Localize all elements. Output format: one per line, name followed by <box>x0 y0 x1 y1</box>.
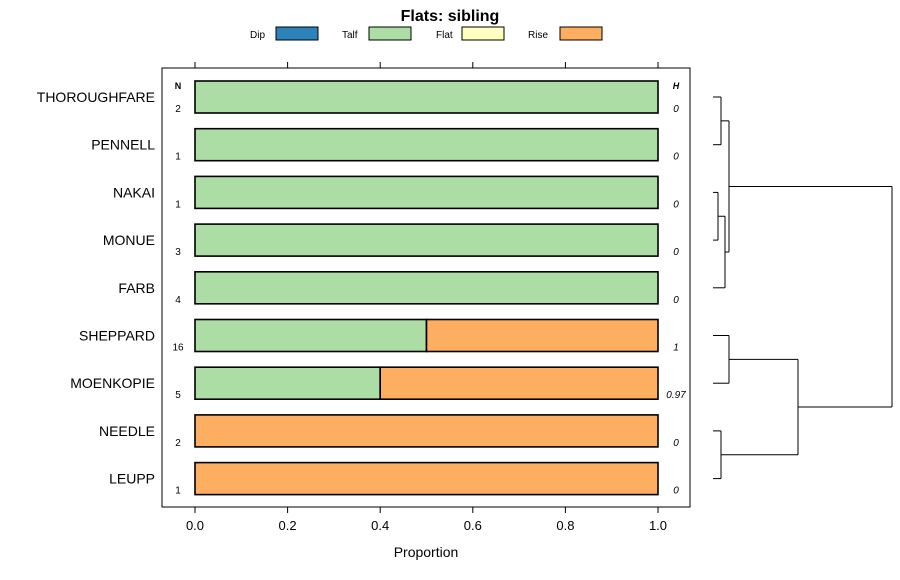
bar-segment-talf <box>194 318 428 353</box>
n-value: 1 <box>175 486 181 497</box>
bar-segment-talf <box>194 366 381 401</box>
n-value: 4 <box>175 295 181 306</box>
legend-label-dip: Dip <box>250 30 265 41</box>
legend-swatch-talf <box>368 26 412 41</box>
category-label: SHEPPARD <box>79 328 155 344</box>
h-value: 0 <box>673 486 679 497</box>
bar-segment-rise <box>379 366 659 401</box>
bar-segment-rise <box>194 461 659 496</box>
x-axis-label: Proportion <box>394 544 459 560</box>
legend-label-rise: Rise <box>528 30 548 41</box>
bar-segment-talf <box>194 223 659 257</box>
bar-segment-rise <box>194 414 659 448</box>
x-tick-label: 0.2 <box>279 518 297 533</box>
category-label: NAKAI <box>113 184 155 200</box>
h-value: 0 <box>673 295 679 306</box>
n-value: 1 <box>175 152 181 163</box>
n-value: 2 <box>175 438 181 449</box>
h-value: 0 <box>673 104 679 115</box>
h-value: 0.97 <box>666 390 686 401</box>
plot-frame <box>161 67 691 508</box>
x-tick-label: 0.4 <box>371 518 389 533</box>
legend: Dip Talf Flat Rise <box>250 26 603 41</box>
bar-segment-talf <box>194 175 659 210</box>
x-tick-label: 1.0 <box>649 518 667 533</box>
x-tick-label: 0.0 <box>186 518 204 533</box>
category-label: FARB <box>118 280 155 296</box>
h-value: 0 <box>673 438 679 449</box>
x-axis: 0.0 0.2 0.4 0.6 0.8 1.0 <box>186 62 667 533</box>
category-label: PENNELL <box>91 137 155 153</box>
legend-swatch-dip <box>275 26 319 41</box>
n-value: 1 <box>175 199 181 210</box>
x-tick-label: 0.8 <box>556 518 574 533</box>
h-value: 0 <box>673 152 679 163</box>
n-value: 2 <box>175 104 181 115</box>
category-label: MONUE <box>103 232 155 248</box>
x-tick-label: 0.6 <box>464 518 482 533</box>
category-label: NEEDLE <box>99 423 155 439</box>
bar-segment-talf <box>194 270 659 305</box>
n-value: 3 <box>175 247 181 258</box>
bar-segment-talf <box>194 80 659 114</box>
chart-title: Flats: sibling <box>401 8 500 25</box>
h-column-header: H <box>673 81 680 91</box>
legend-label-talf: Talf <box>342 30 358 41</box>
n-column-header: N <box>175 81 182 91</box>
bar-segment-talf <box>194 127 659 162</box>
category-label: MOENKOPIE <box>70 375 155 391</box>
h-value: 0 <box>673 247 679 258</box>
category-label: THOROUGHFARE <box>37 89 155 105</box>
legend-swatch-flat <box>461 26 505 41</box>
legend-swatch-rise <box>559 26 603 41</box>
legend-label-flat: Flat <box>436 30 453 41</box>
h-value: 1 <box>673 343 679 354</box>
n-value: 5 <box>175 390 181 401</box>
dendrogram <box>713 96 893 480</box>
bar-segment-rise <box>425 318 659 353</box>
bars: THOROUGHFARE 2 0 PENNELL 1 0 NAKAI 1 0 MONUE 3 0 FAR… <box>37 80 686 497</box>
n-value: 16 <box>172 343 184 354</box>
h-value: 0 <box>673 199 679 210</box>
category-label: LEUPP <box>109 471 155 487</box>
